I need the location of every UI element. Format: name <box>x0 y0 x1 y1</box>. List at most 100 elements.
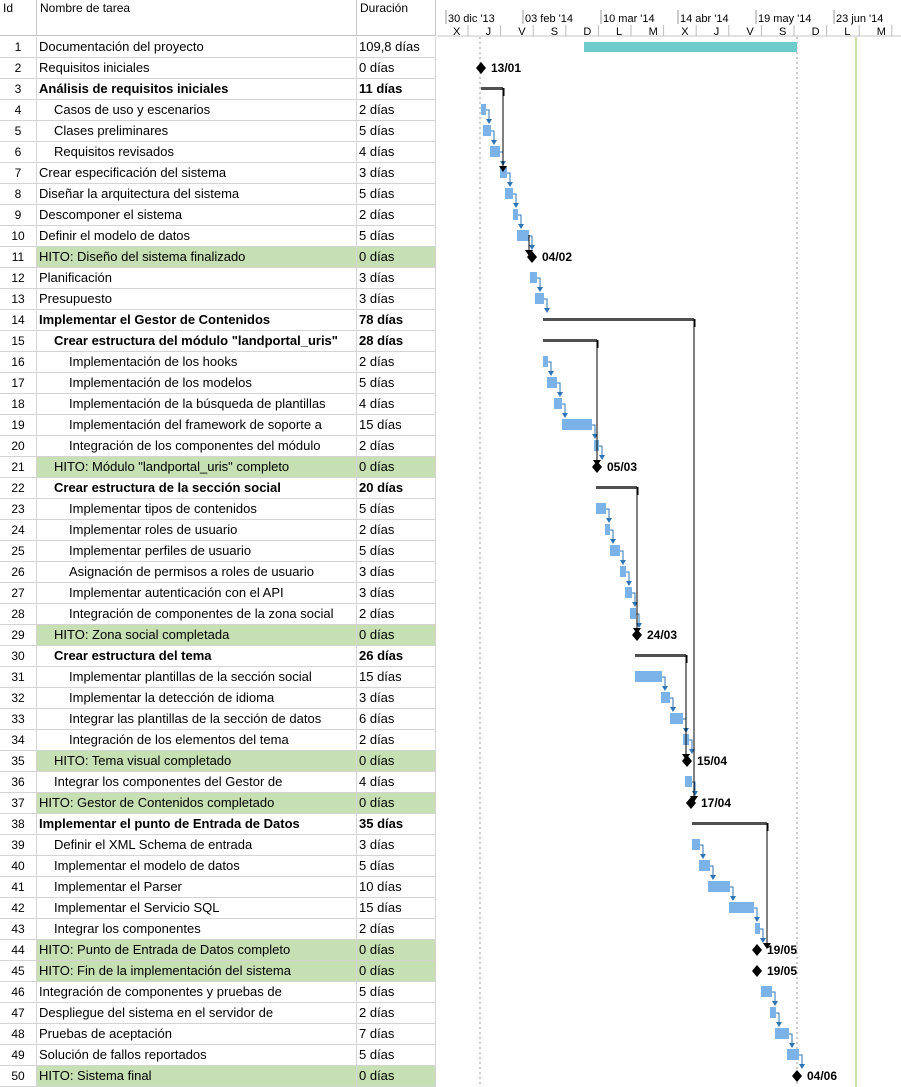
task-name[interactable]: Clases preliminares <box>37 121 357 142</box>
table-row[interactable]: 47 Despliegue del sistema en el servidor … <box>0 1003 436 1024</box>
column-header-name[interactable]: Nombre de tarea <box>37 0 357 36</box>
task-duration[interactable]: 35 días <box>357 814 436 835</box>
task-name[interactable]: Despliegue del sistema en el servidor de <box>37 1003 357 1024</box>
task-name[interactable]: Integrar las plantillas de la sección de… <box>37 709 357 730</box>
task-duration[interactable]: 11 días <box>357 79 436 100</box>
task-name[interactable]: Integrar los componentes <box>37 919 357 940</box>
table-row[interactable]: 3 Análisis de requisitos iniciales 11 días <box>0 79 436 100</box>
table-row[interactable]: 17 Implementación de los modelos 5 días <box>0 373 436 394</box>
task-name[interactable]: Casos de uso y escenarios <box>37 100 357 121</box>
task-name[interactable]: Implementar roles de usuario <box>37 520 357 541</box>
task-name[interactable]: Implementación de la búsqueda de plantil… <box>37 394 357 415</box>
table-row[interactable]: 14 Implementar el Gestor de Contenidos 78 … <box>0 310 436 331</box>
task-duration[interactable]: 3 días <box>357 163 436 184</box>
table-row[interactable]: 26 Asignación de permisos a roles de usua… <box>0 562 436 583</box>
task-duration[interactable]: 5 días <box>357 121 436 142</box>
table-row[interactable]: 2 Requisitos iniciales 0 días <box>0 58 436 79</box>
task-name[interactable]: Integración de componentes de la zona so… <box>37 604 357 625</box>
table-row[interactable]: 37 HITO: Gestor de Contenidos completado 0… <box>0 793 436 814</box>
table-row[interactable]: 12 Planificación 3 días <box>0 268 436 289</box>
table-row[interactable]: 9 Descomponer el sistema 2 días <box>0 205 436 226</box>
task-duration[interactable]: 3 días <box>357 835 436 856</box>
table-row[interactable]: 35 HITO: Tema visual completado 0 días <box>0 751 436 772</box>
table-row[interactable]: 27 Implementar autenticación con el API 3 … <box>0 583 436 604</box>
column-header-id[interactable]: Id <box>0 0 37 36</box>
task-name[interactable]: Crear estructura del tema <box>37 646 357 667</box>
table-row[interactable]: 1 Documentación del proyecto 109,8 días <box>0 37 436 58</box>
table-row[interactable]: 44 HITO: Punto de Entrada de Datos comple… <box>0 940 436 961</box>
task-duration[interactable]: 2 días <box>357 205 436 226</box>
task-name[interactable]: Implementar el Gestor de Contenidos <box>37 310 357 331</box>
task-name[interactable]: Integración de los componentes del módul… <box>37 436 357 457</box>
table-row[interactable]: 38 Implementar el punto de Entrada de Dat… <box>0 814 436 835</box>
task-duration[interactable]: 3 días <box>357 268 436 289</box>
task-name[interactable]: HITO: Sistema final <box>37 1066 357 1087</box>
task-name[interactable]: Diseñar la arquitectura del sistema <box>37 184 357 205</box>
table-row[interactable]: 50 HITO: Sistema final 0 días <box>0 1066 436 1087</box>
table-row[interactable]: 33 Integrar las plantillas de la sección … <box>0 709 436 730</box>
task-name[interactable]: Asignación de permisos a roles de usuari… <box>37 562 357 583</box>
task-name[interactable]: HITO: Módulo "landportal_uris" completo <box>37 457 357 478</box>
task-duration[interactable]: 3 días <box>357 688 436 709</box>
task-duration[interactable]: 5 días <box>357 1045 436 1066</box>
task-duration[interactable]: 5 días <box>357 499 436 520</box>
task-name[interactable]: Planificación <box>37 268 357 289</box>
task-duration[interactable]: 20 días <box>357 478 436 499</box>
table-row[interactable]: 13 Presupuesto 3 días <box>0 289 436 310</box>
table-row[interactable]: 46 Integración de componentes y pruebas d… <box>0 982 436 1003</box>
task-name[interactable]: Requisitos revisados <box>37 142 357 163</box>
task-name[interactable]: Implementar el Servicio SQL <box>37 898 357 919</box>
table-row[interactable]: 16 Implementación de los hooks 2 días <box>0 352 436 373</box>
task-name[interactable]: Integración de los elementos del tema <box>37 730 357 751</box>
task-name[interactable]: Presupuesto <box>37 289 357 310</box>
task-duration[interactable]: 0 días <box>357 940 436 961</box>
task-name[interactable]: Descomponer el sistema <box>37 205 357 226</box>
table-row[interactable]: 32 Implementar la detección de idioma 3 dí… <box>0 688 436 709</box>
table-row[interactable]: 42 Implementar el Servicio SQL 15 días <box>0 898 436 919</box>
table-row[interactable]: 34 Integración de los elementos del tema 2… <box>0 730 436 751</box>
task-duration[interactable]: 2 días <box>357 919 436 940</box>
task-name[interactable]: Crear estructura del módulo "landportal_… <box>37 331 357 352</box>
task-duration[interactable]: 0 días <box>357 1066 436 1087</box>
table-row[interactable]: 15 Crear estructura del módulo "landporta… <box>0 331 436 352</box>
task-duration[interactable]: 2 días <box>357 352 436 373</box>
table-row[interactable]: 11 HITO: Diseño del sistema finalizado 0 d… <box>0 247 436 268</box>
table-row[interactable]: 21 HITO: Módulo "landportal_uris" complet… <box>0 457 436 478</box>
table-row[interactable]: 20 Integración de los componentes del mód… <box>0 436 436 457</box>
task-name[interactable]: Implementar perfiles de usuario <box>37 541 357 562</box>
task-name[interactable]: HITO: Tema visual completado <box>37 751 357 772</box>
table-row[interactable]: 36 Integrar los componentes del Gestor de… <box>0 772 436 793</box>
task-name[interactable]: Implementación de los modelos <box>37 373 357 394</box>
task-name[interactable]: HITO: Zona social completada <box>37 625 357 646</box>
task-duration[interactable]: 5 días <box>357 184 436 205</box>
task-name[interactable]: Crear especificación del sistema <box>37 163 357 184</box>
task-name[interactable]: Implementar plantillas de la sección soc… <box>37 667 357 688</box>
task-name[interactable]: Definir el modelo de datos <box>37 226 357 247</box>
task-duration[interactable]: 4 días <box>357 772 436 793</box>
table-row[interactable]: 24 Implementar roles de usuario 2 días <box>0 520 436 541</box>
table-row[interactable]: 10 Definir el modelo de datos 5 días <box>0 226 436 247</box>
task-name[interactable]: HITO: Fin de la implementación del siste… <box>37 961 357 982</box>
table-row[interactable]: 45 HITO: Fin de la implementación del sis… <box>0 961 436 982</box>
task-duration[interactable]: 4 días <box>357 142 436 163</box>
task-duration[interactable]: 15 días <box>357 898 436 919</box>
task-name[interactable]: Implementar autenticación con el API <box>37 583 357 604</box>
table-row[interactable]: 41 Implementar el Parser 10 días <box>0 877 436 898</box>
task-duration[interactable]: 3 días <box>357 289 436 310</box>
task-name[interactable]: Pruebas de aceptación <box>37 1024 357 1045</box>
task-name[interactable]: Crear estructura de la sección social <box>37 478 357 499</box>
task-name[interactable]: Implementar el modelo de datos <box>37 856 357 877</box>
task-duration[interactable]: 3 días <box>357 562 436 583</box>
task-duration[interactable]: 0 días <box>357 793 436 814</box>
task-duration[interactable]: 0 días <box>357 247 436 268</box>
table-row[interactable]: 23 Implementar tipos de contenidos 5 días <box>0 499 436 520</box>
table-row[interactable]: 22 Crear estructura de la sección social 2… <box>0 478 436 499</box>
task-duration[interactable]: 15 días <box>357 667 436 688</box>
task-duration[interactable]: 5 días <box>357 226 436 247</box>
task-name[interactable]: Requisitos iniciales <box>37 58 357 79</box>
task-duration[interactable]: 4 días <box>357 394 436 415</box>
table-row[interactable]: 29 HITO: Zona social completada 0 días <box>0 625 436 646</box>
table-row[interactable]: 25 Implementar perfiles de usuario 5 días <box>0 541 436 562</box>
task-duration[interactable]: 7 días <box>357 1024 436 1045</box>
table-row[interactable]: 8 Diseñar la arquitectura del sistema 5 dí… <box>0 184 436 205</box>
